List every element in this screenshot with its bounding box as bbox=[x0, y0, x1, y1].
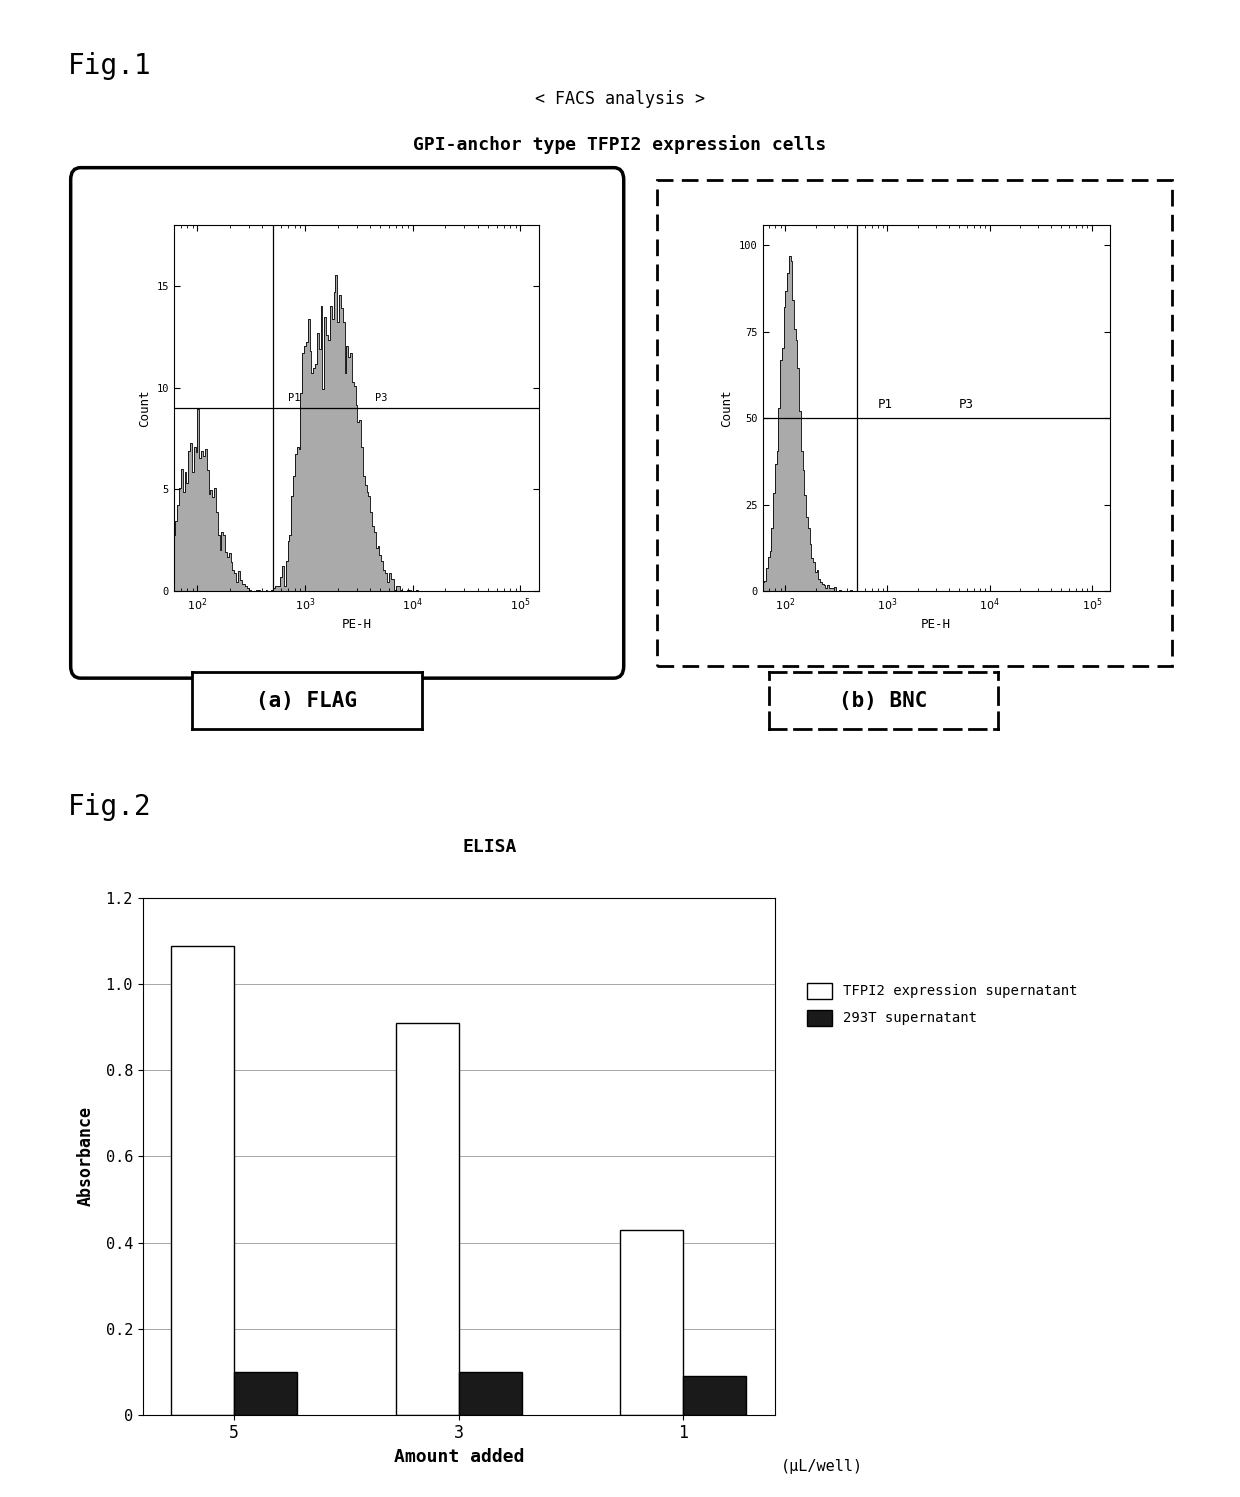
X-axis label: PE-H: PE-H bbox=[921, 618, 951, 632]
Bar bbox=[459, 1371, 522, 1415]
Bar bbox=[171, 946, 234, 1415]
Bar bbox=[620, 1229, 683, 1415]
Text: < FACS analysis >: < FACS analysis > bbox=[534, 90, 706, 108]
Text: Fig.1: Fig.1 bbox=[68, 52, 153, 81]
X-axis label: Amount added: Amount added bbox=[393, 1448, 525, 1466]
Text: P3: P3 bbox=[959, 398, 973, 412]
Bar bbox=[396, 1022, 459, 1415]
Text: GPI-anchor type TFPI2 expression cells: GPI-anchor type TFPI2 expression cells bbox=[413, 135, 827, 154]
Y-axis label: Absorbance: Absorbance bbox=[77, 1106, 94, 1207]
Text: (μL/well): (μL/well) bbox=[781, 1458, 863, 1473]
Legend: TFPI2 expression supernatant, 293T supernatant: TFPI2 expression supernatant, 293T super… bbox=[807, 982, 1078, 1025]
Text: (b) BNC: (b) BNC bbox=[839, 690, 928, 711]
Text: P3: P3 bbox=[376, 392, 388, 403]
Text: ELISA: ELISA bbox=[463, 838, 517, 856]
Text: P1: P1 bbox=[289, 392, 301, 403]
Bar bbox=[683, 1376, 746, 1415]
X-axis label: PE-H: PE-H bbox=[341, 618, 372, 632]
Text: (a) FLAG: (a) FLAG bbox=[257, 690, 357, 711]
Y-axis label: Count: Count bbox=[138, 389, 151, 427]
Text: P1: P1 bbox=[878, 398, 893, 412]
Text: Fig.2: Fig.2 bbox=[68, 793, 153, 822]
Y-axis label: Count: Count bbox=[720, 389, 733, 427]
Bar bbox=[234, 1371, 298, 1415]
